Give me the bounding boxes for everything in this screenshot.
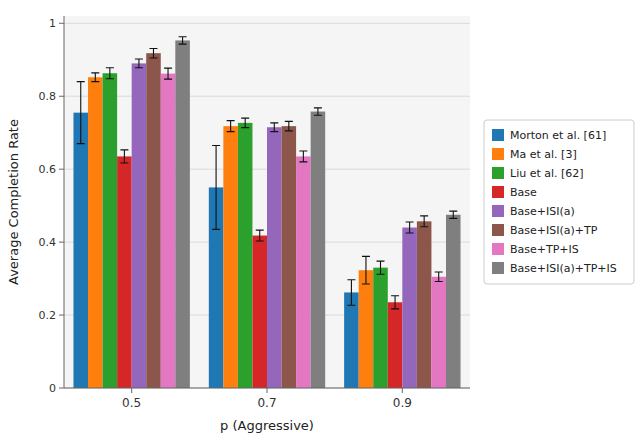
bar: [446, 215, 461, 388]
legend: Morton et al. [61] Ma et al. [3] Liu et al…: [484, 120, 634, 284]
bar: [238, 123, 253, 388]
grid-line: [64, 96, 470, 97]
bar: [373, 268, 388, 388]
error-bar: [299, 151, 307, 162]
legend-label: Morton et al. [61]: [510, 129, 606, 142]
bar: [132, 63, 147, 388]
legend-label: Base+ISI(a): [510, 205, 575, 218]
bars: [73, 37, 460, 388]
error-bar: [135, 59, 143, 68]
bar: [311, 112, 326, 388]
error-bar: [285, 121, 293, 130]
error-bar: [212, 145, 220, 229]
error-bar: [314, 108, 322, 115]
error-bar: [106, 68, 114, 79]
error-bar: [164, 68, 172, 79]
error-bar: [77, 82, 85, 144]
bar: [359, 270, 374, 388]
legend-swatch: [492, 262, 504, 274]
legend-swatch: [492, 186, 504, 198]
bar: [388, 302, 403, 388]
bar: [402, 228, 417, 388]
error-bar: [449, 211, 457, 218]
bar: [73, 113, 88, 388]
error-bar: [149, 48, 157, 57]
bar: [431, 277, 446, 388]
legend-label: Base+ISI(a)+TP+IS: [510, 262, 617, 275]
bar: [146, 53, 161, 388]
legend-swatch: [492, 224, 504, 236]
x-tick-label: 0.9: [393, 396, 412, 410]
bar: [161, 74, 176, 388]
legend-swatch: [492, 148, 504, 160]
bar: [252, 236, 267, 388]
x-tick-label: 0.5: [122, 396, 141, 410]
bar: [223, 126, 238, 388]
y-tick: [59, 23, 64, 24]
legend-label: Liu et al. [62]: [510, 167, 584, 180]
y-tick-label: 0: [49, 382, 56, 395]
y-tick: [59, 315, 64, 316]
y-tick: [59, 96, 64, 97]
bar: [103, 73, 118, 388]
y-tick-label: 0.4: [39, 236, 57, 249]
error-bar: [91, 73, 99, 82]
legend-label: Base+TP+IS: [510, 243, 579, 256]
y-tick-label: 0.8: [39, 90, 57, 103]
x-tick: [402, 388, 403, 393]
error-bar: [391, 296, 399, 309]
chart: 0 0.2 0.4 0.6 0.8 1 0.5 0.7 0.9 p (Aggressive) Ave…: [0, 0, 640, 442]
x-tick: [267, 388, 268, 393]
error-bar: [406, 222, 414, 233]
bar: [296, 156, 311, 388]
legend-label: Base+ISI(a)+TP: [510, 224, 598, 237]
legend-label: Base: [510, 186, 537, 199]
error-bar: [256, 230, 264, 241]
y-tick: [59, 388, 64, 389]
y-tick-label: 0.6: [39, 163, 57, 176]
x-tick-label: 0.7: [257, 396, 276, 410]
legend-swatch: [492, 205, 504, 217]
error-bar: [362, 256, 370, 284]
y-axis-line: [64, 16, 65, 388]
error-bar: [377, 261, 385, 274]
bar: [267, 127, 282, 388]
x-axis-label: p (Aggressive): [220, 418, 314, 433]
error-bar: [420, 216, 428, 227]
bar: [175, 40, 190, 388]
bar: [117, 156, 132, 388]
error-bar: [227, 121, 235, 132]
y-axis-label: Average Completion Rate: [6, 119, 21, 285]
bar: [282, 126, 297, 388]
legend-swatch: [492, 167, 504, 179]
error-bar: [347, 280, 355, 306]
error-bar: [179, 37, 187, 44]
plot-background: [64, 16, 470, 388]
legend-box: [484, 120, 634, 284]
grid-line: [64, 23, 470, 24]
error-bar: [241, 118, 249, 127]
legend-swatch: [492, 129, 504, 141]
y-tick-label: 1: [49, 17, 56, 30]
legend-swatch: [492, 243, 504, 255]
y-tick-label: 0.2: [39, 309, 57, 322]
bar: [344, 292, 359, 388]
error-bar: [270, 123, 278, 132]
y-tick: [59, 169, 64, 170]
legend-label: Ma et al. [3]: [510, 148, 577, 161]
error-bar: [435, 272, 443, 281]
bar: [88, 77, 103, 388]
bar: [417, 221, 432, 388]
x-tick: [131, 388, 132, 393]
error-bar: [120, 150, 128, 163]
y-tick: [59, 242, 64, 243]
